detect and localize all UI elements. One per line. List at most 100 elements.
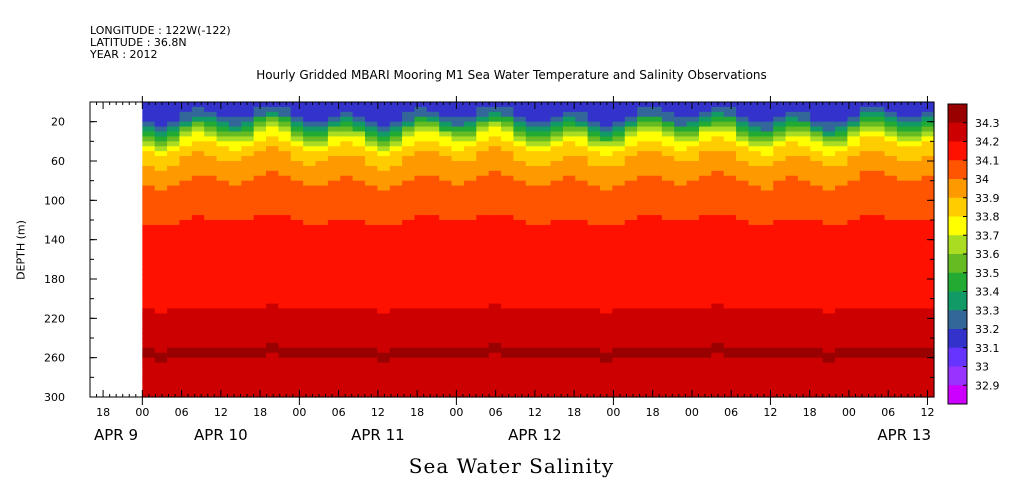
heatmap-cell	[204, 249, 218, 256]
heatmap-cell	[686, 215, 700, 221]
heatmap-cell	[389, 357, 403, 364]
heatmap-cell	[439, 210, 453, 216]
heatmap-cell	[204, 239, 218, 246]
heatmap-cell	[327, 239, 341, 246]
heatmap-cell	[822, 333, 836, 339]
heatmap-cell	[859, 180, 873, 187]
heatmap-cell	[365, 239, 378, 246]
heatmap-cell	[501, 151, 515, 157]
heatmap-cell	[674, 328, 688, 334]
heatmap-cell	[711, 333, 725, 339]
heatmap-cell	[859, 136, 873, 142]
heatmap-cell	[426, 224, 440, 231]
heatmap-cell	[835, 303, 849, 310]
heatmap-cell	[389, 328, 403, 334]
heatmap-cell	[773, 170, 787, 177]
heatmap-cell	[649, 136, 663, 142]
heatmap-cell	[822, 249, 836, 256]
heatmap-cell	[253, 185, 267, 192]
heatmap-cell	[216, 165, 230, 172]
heatmap-cell	[773, 264, 787, 270]
heatmap-cell	[550, 116, 564, 123]
heatmap-cell	[835, 126, 849, 133]
heatmap-cell	[600, 116, 613, 123]
heatmap-cell	[686, 377, 700, 383]
heatmap-cell	[773, 220, 787, 226]
heatmap-cell	[204, 215, 218, 221]
heatmap-cell	[884, 279, 898, 285]
heatmap-cell	[377, 136, 391, 142]
heatmap-cell	[859, 146, 873, 152]
heatmap-cell	[600, 303, 613, 310]
heatmap-cell	[266, 318, 280, 324]
heatmap-cell	[389, 141, 403, 147]
heatmap-cell	[661, 239, 675, 246]
heatmap-cell	[476, 362, 490, 369]
heatmap-cell	[847, 151, 861, 157]
heatmap-cell	[426, 136, 440, 142]
heatmap-cell	[649, 170, 663, 177]
heatmap-cell	[760, 392, 774, 398]
heatmap-cell	[426, 259, 440, 265]
heatmap-cell	[847, 323, 861, 329]
heatmap-cell	[525, 116, 539, 123]
heatmap-cell	[513, 220, 527, 226]
heatmap-cell	[191, 239, 205, 246]
heatmap-cell	[538, 244, 552, 251]
heatmap-cell	[736, 333, 750, 339]
colorbar-label: 33.3	[975, 304, 1000, 317]
heatmap-cell	[810, 224, 824, 231]
heatmap-cell	[389, 377, 403, 383]
heatmap-cell	[501, 357, 515, 364]
heatmap-cell	[513, 254, 527, 260]
heatmap-cell	[525, 165, 539, 172]
heatmap-cell	[439, 318, 453, 324]
heatmap-cell	[476, 342, 490, 349]
heatmap-cell	[587, 106, 601, 113]
heatmap-cell	[538, 136, 552, 142]
heatmap-cell	[600, 288, 613, 295]
heatmap-cell	[637, 126, 651, 133]
heatmap-cell	[637, 220, 651, 226]
heatmap-cell	[241, 333, 255, 339]
heatmap-cell	[377, 244, 391, 251]
heatmap-cell	[872, 156, 886, 162]
heatmap-cell	[748, 121, 762, 128]
heatmap-cell	[538, 126, 552, 133]
heatmap-cell	[340, 210, 354, 216]
heatmap-cell	[909, 347, 923, 354]
heatmap-cell	[340, 121, 354, 128]
heatmap-cell	[550, 308, 564, 315]
heatmap-cell	[179, 264, 193, 270]
heatmap-cell	[167, 283, 181, 290]
heatmap-cell	[340, 116, 354, 123]
heatmap-cell	[822, 229, 836, 236]
heatmap-cell	[562, 175, 576, 182]
heatmap-cell	[204, 392, 218, 398]
heatmap-cell	[476, 254, 490, 260]
heatmap-cell	[624, 185, 638, 192]
heatmap-cell	[760, 106, 774, 113]
heatmap-cell	[538, 308, 552, 315]
heatmap-cell	[896, 151, 910, 157]
heatmap-cell	[389, 151, 403, 157]
heatmap-cell	[525, 303, 539, 310]
heatmap-cell	[476, 180, 490, 187]
x-tick-label: 18	[803, 406, 817, 419]
heatmap-cell	[216, 382, 230, 388]
heatmap-cell	[154, 279, 168, 285]
heatmap-cell	[698, 328, 712, 334]
heatmap-cell	[550, 180, 564, 187]
heatmap-cell	[921, 239, 935, 246]
heatmap-cell	[426, 269, 440, 275]
heatmap-cell	[426, 293, 440, 300]
heatmap-cell	[612, 121, 626, 128]
heatmap-cell	[797, 205, 811, 211]
heatmap-cell	[736, 293, 750, 300]
heatmap-cell	[488, 239, 502, 246]
heatmap-cell	[624, 362, 638, 369]
heatmap-cell	[661, 126, 675, 133]
heatmap-cell	[773, 308, 787, 315]
heatmap-cell	[587, 131, 601, 138]
heatmap-cell	[414, 146, 428, 152]
